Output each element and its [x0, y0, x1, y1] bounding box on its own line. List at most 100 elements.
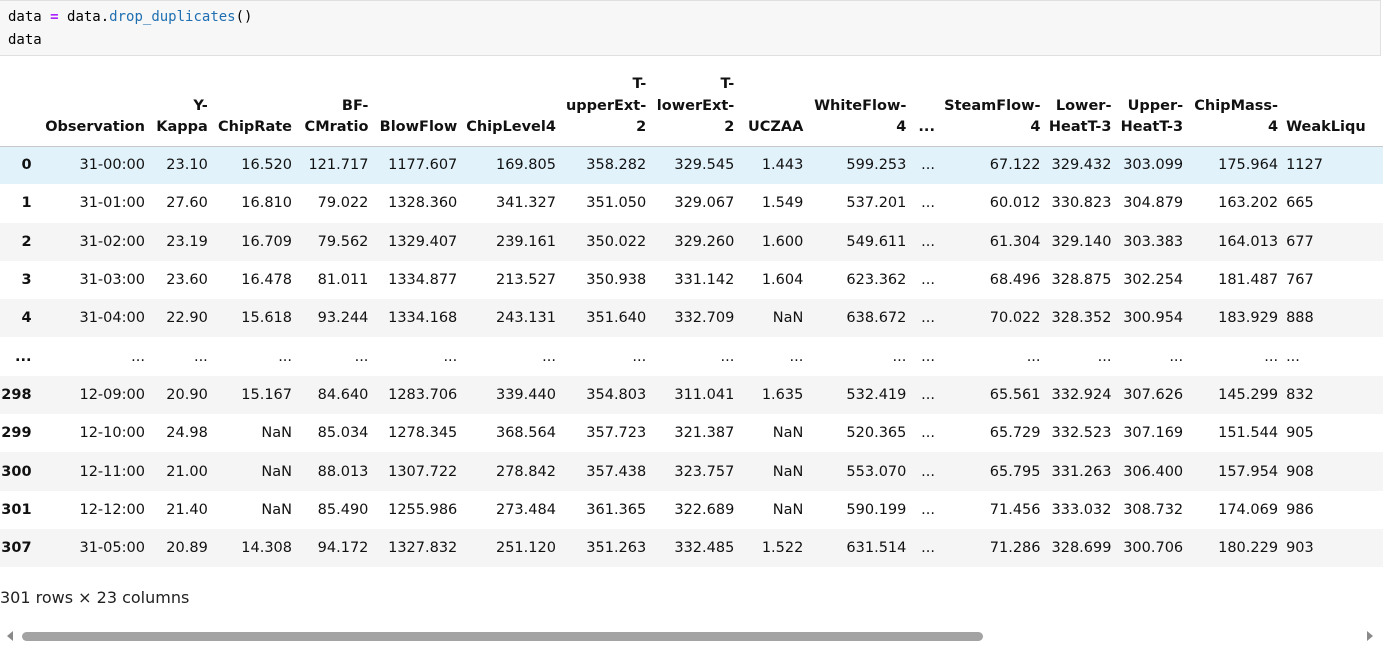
header-row: Observation Y-Kappa ChipRate BF-CMratio Blow…	[0, 62, 1383, 147]
table-cell: 1283.706	[388, 386, 458, 403]
row-index: 298	[1, 386, 32, 403]
table-cell: 163.202	[1218, 195, 1279, 212]
table-cell: ...	[921, 272, 935, 289]
table-cell: 71.456	[989, 501, 1041, 518]
table-cell: 1177.607	[388, 157, 458, 174]
table-row[interactable]: 300 12-11:00 21.00 NaN 88.013 1307.722 278.842…	[0, 452, 1383, 491]
code-line-1: data = data.drop_duplicates()	[8, 6, 252, 28]
table-cell: ...	[921, 425, 935, 442]
table-cell: 31-03:00	[79, 272, 145, 289]
table-cell: 908	[1286, 463, 1314, 480]
scroll-right-arrow-icon[interactable]	[1367, 631, 1373, 641]
table-cell: 677	[1286, 233, 1314, 250]
table-cell: ...	[542, 348, 556, 365]
table-cell: 31-04:00	[79, 310, 145, 327]
table-cell: 767	[1286, 272, 1314, 289]
table-cell: ...	[1026, 348, 1041, 365]
table-cell: 65.795	[989, 463, 1041, 480]
table-cell: 16.520	[241, 157, 293, 174]
table-cell: 354.803	[586, 386, 647, 403]
column-header: SteamFlow-4	[942, 62, 1049, 147]
table-cell: 60.012	[989, 195, 1041, 212]
table-cell: 84.640	[317, 386, 369, 403]
column-header: WhiteFlow-4	[811, 62, 915, 147]
table-cell: 16.810	[241, 195, 293, 212]
table-cell: NaN	[261, 501, 293, 518]
table-cell: 1334.168	[388, 310, 458, 327]
table-cell: 332.709	[674, 310, 735, 327]
table-cell: 1334.877	[388, 272, 458, 289]
table-row[interactable]: 299 12-10:00 24.98 NaN 85.034 1278.345 368.564…	[0, 414, 1383, 453]
table-row[interactable]: 1 31-01:00 27.60 16.810 79.022 1328.360 341.32…	[0, 184, 1383, 223]
table-cell: ...	[921, 157, 935, 174]
column-header: UCZAA	[742, 62, 812, 147]
index-header	[0, 62, 44, 147]
table-cell: 351.640	[586, 310, 647, 327]
table-row[interactable]: ........................................…	[0, 337, 1383, 376]
code-operator: =	[50, 9, 59, 25]
table-cell: ...	[921, 501, 935, 518]
table-cell: 303.383	[1123, 233, 1184, 250]
table-cell: 169.805	[495, 157, 556, 174]
table-cell: ...	[921, 348, 935, 365]
table-cell: 213.527	[495, 272, 556, 289]
table-cell: 180.229	[1218, 540, 1279, 557]
table-cell: 278.842	[495, 463, 556, 480]
table-cell: ...	[1097, 348, 1112, 365]
code-cell[interactable]: data = data.drop_duplicates() data	[0, 0, 1381, 56]
table-cell: ...	[921, 233, 935, 250]
table-cell: 65.729	[989, 425, 1041, 442]
table-cell: 623.362	[846, 272, 907, 289]
table-cell: 350.938	[586, 272, 647, 289]
table-cell: 251.120	[495, 540, 556, 557]
table-row[interactable]: 4 31-04:00 22.90 15.618 93.244 1334.168 243.13…	[0, 299, 1383, 338]
table-cell: 31-01:00	[79, 195, 145, 212]
table-cell: 1.604	[761, 272, 804, 289]
table-row[interactable]: 298 12-09:00 20.90 15.167 84.640 1283.706 339.…	[0, 375, 1383, 415]
table-cell: ...	[278, 348, 293, 365]
row-index: 307	[1, 540, 32, 557]
table-row[interactable]: 0 31-00:00 23.10 16.520 121.717 1177.607 169.8…	[0, 146, 1383, 185]
table-cell: 357.723	[586, 425, 647, 442]
table-cell: 323.757	[674, 463, 735, 480]
table-cell: NaN	[261, 425, 293, 442]
table-row[interactable]: 307 31-05:00 20.89 14.308 94.172 1327.832 251.…	[0, 528, 1383, 568]
horizontal-scrollbar[interactable]	[0, 627, 1383, 645]
table-cell: 15.618	[241, 310, 293, 327]
table-cell: NaN	[772, 425, 804, 442]
table-cell: 12-09:00	[79, 386, 145, 403]
table-cell: 339.440	[495, 386, 556, 403]
table-cell: 330.823	[1051, 195, 1112, 212]
table-row[interactable]: 3 31-03:00 23.60 16.478 81.011 1334.877 213.52…	[0, 260, 1383, 300]
table-cell: ...	[354, 348, 369, 365]
table-cell: 300.954	[1123, 310, 1184, 327]
table-cell: ...	[1264, 348, 1279, 365]
table-cell: 332.485	[674, 540, 735, 557]
dataframe-output: Observation Y-Kappa ChipRate BF-CMratio Blow…	[0, 62, 1383, 570]
table-row[interactable]: 301 12-12:00 21.40 NaN 85.490 1255.986 273.484…	[0, 490, 1383, 529]
table-cell: 532.419	[846, 386, 907, 403]
code-token: data.	[58, 9, 110, 25]
table-cell: 304.879	[1123, 195, 1184, 212]
table-cell: 306.400	[1123, 463, 1184, 480]
table-cell: 1.549	[761, 195, 804, 212]
table-cell: 311.041	[674, 386, 735, 403]
row-index: 299	[1, 425, 32, 442]
table-cell: 15.167	[241, 386, 293, 403]
table-cell: 357.438	[586, 463, 647, 480]
table-cell: 12-11:00	[79, 463, 145, 480]
table-cell: ...	[131, 348, 145, 365]
scroll-left-arrow-icon[interactable]	[7, 631, 13, 641]
table-cell: 70.022	[989, 310, 1041, 327]
table-cell: 151.544	[1218, 425, 1279, 442]
table-cell: 549.611	[846, 233, 907, 250]
table-cell: 351.050	[586, 195, 647, 212]
column-header: T-upperExt-2	[563, 62, 655, 147]
table-cell: 1.600	[761, 233, 804, 250]
column-header: ...	[914, 62, 943, 147]
scrollbar-thumb[interactable]	[22, 632, 983, 641]
table-cell: 332.924	[1051, 386, 1112, 403]
table-cell: 333.032	[1051, 501, 1112, 518]
table-cell: 1127	[1286, 157, 1323, 174]
table-row[interactable]: 2 31-02:00 23.19 16.709 79.562 1329.407 239.16…	[0, 222, 1383, 261]
